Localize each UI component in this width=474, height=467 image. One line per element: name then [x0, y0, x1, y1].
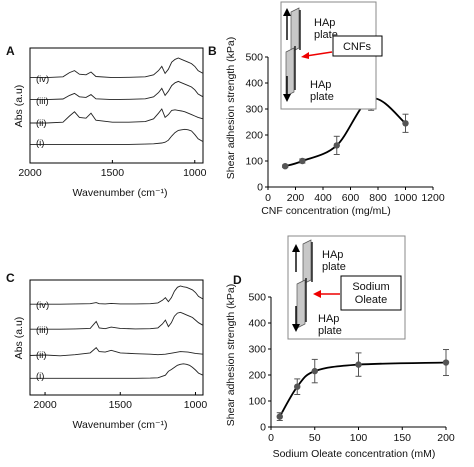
- fit-curve: [279, 361, 447, 418]
- inset-b-callout-label: CNFs: [343, 41, 372, 53]
- trace-label: (iii): [36, 325, 49, 336]
- trace-label: (iv): [36, 74, 49, 85]
- y-tick-label: 200: [248, 370, 266, 382]
- x-tick-label: 50: [309, 432, 321, 444]
- x-tick-label: 1500: [109, 399, 133, 411]
- x-tick-label: 150: [393, 432, 411, 444]
- inset-d-top-plate-label: HAp plate: [322, 249, 346, 273]
- inset-b-top-plate-label: HAp plate: [314, 17, 338, 41]
- inset-b-callout-box: [332, 35, 383, 57]
- inset-d-top-plate: [302, 239, 312, 285]
- panel-a-traces: [30, 57, 204, 145]
- spectrum-trace: [30, 80, 204, 101]
- trace-label: (i): [36, 371, 44, 382]
- panel-b-xlabel: CNF concentration (mg/mL): [261, 205, 391, 217]
- y-tick-label: 500: [245, 52, 263, 64]
- spectrum-trace: [29, 347, 204, 357]
- panel-a-xlabel: Wavenumber (cm⁻¹): [73, 187, 168, 199]
- panel-c-xlabel: Wavenumber (cm⁻¹): [73, 419, 168, 431]
- panel-d-xlabel: Sodium Oleate concentration (mM): [273, 448, 436, 460]
- y-tick-label: 100: [248, 396, 266, 408]
- panel-b-ylabel: Shear adhesion strength (kPa): [225, 37, 237, 179]
- spectrum-trace: [30, 128, 204, 145]
- inset-b-bottom-plate: [285, 47, 295, 97]
- trace-label: (ii): [36, 350, 47, 361]
- inset-d-bottom-plate-label: HAp plate: [318, 313, 342, 337]
- y-tick-label: 100: [245, 156, 263, 168]
- y-tick-label: 0: [260, 422, 266, 434]
- panel-b: B 0 200 400 600 800 1000 12000100200300400500 …: [208, 1, 445, 217]
- x-tick-label: 1000: [394, 192, 418, 204]
- panel-c-letter: C: [6, 271, 15, 285]
- data-point: [281, 163, 289, 170]
- x-tick-label: 200: [437, 432, 455, 444]
- panel-d: D 0 50 100 150 200 0 100 200 300 400 500 Sodium Ol…: [225, 235, 455, 460]
- y-tick-label: 500: [248, 292, 266, 304]
- x-tick-label: 200: [287, 192, 305, 204]
- inset-d-bottom-plate: [296, 279, 306, 329]
- spectrum-trace: [30, 57, 204, 79]
- spectrum-trace: [30, 108, 204, 124]
- data-point: [355, 361, 362, 368]
- y-tick-label: 400: [248, 318, 266, 330]
- x-tick-label: 2000: [33, 399, 57, 411]
- red-arrow-icon: [313, 290, 321, 298]
- panel-d-inset: HAp plate HAp plate Sodium Oleate: [287, 235, 406, 340]
- down-arrow-icon: [283, 94, 291, 102]
- trace-label: (i): [36, 138, 44, 149]
- x-tick-label: 100: [350, 432, 368, 444]
- y-tick-label: 300: [245, 104, 263, 116]
- panel-c-frame: [29, 279, 204, 396]
- inset-b-top-plate: [290, 7, 300, 53]
- panel-a-ylabel: Abs (a.u): [13, 85, 25, 128]
- x-tick-label: 0: [268, 432, 274, 444]
- panel-d-ylabel: Shear adhesion strength (kPa): [225, 284, 237, 426]
- x-tick-label: 400: [314, 192, 332, 204]
- up-arrow-icon: [283, 8, 291, 16]
- data-point: [299, 157, 306, 165]
- x-tick-label: 1500: [101, 167, 125, 179]
- x-tick-label: 2000: [18, 167, 42, 179]
- panel-a: A (iv) (iii) (ii) (i) 2000 1500 1000 Wavenumb…: [6, 44, 207, 199]
- data-point: [311, 367, 318, 375]
- down-arrow-icon: [292, 324, 300, 332]
- panel-c-traces: [29, 285, 204, 379]
- panel-d-letter: D: [233, 273, 242, 287]
- panel-a-frame: [29, 47, 204, 164]
- trace-label: (iv): [36, 300, 49, 311]
- red-arrow-icon: [301, 52, 309, 59]
- up-arrow-icon: [292, 244, 300, 252]
- x-tick-label: 800: [369, 192, 387, 204]
- y-tick-label: 300: [248, 344, 266, 356]
- y-tick-label: 0: [257, 182, 263, 194]
- spectrum-trace: [30, 311, 204, 330]
- inset-b-red-arrow: [305, 51, 333, 57]
- panel-b-letter: B: [208, 44, 217, 58]
- y-tick-label: 200: [245, 130, 263, 142]
- x-tick-label: 1000: [184, 399, 208, 411]
- spectrum-trace: [30, 363, 204, 379]
- data-point: [333, 142, 340, 149]
- data-point: [294, 383, 301, 390]
- data-point: [402, 120, 409, 127]
- panel-c: C (iv) (iii) (ii) (i) 2000 1500 1000 Wavenumb…: [6, 271, 207, 431]
- x-tick-label: 0: [265, 192, 271, 204]
- panel-c-ylabel: Abs (a.u): [13, 317, 25, 360]
- trace-label: (ii): [36, 118, 47, 129]
- panel-a-letter: A: [6, 44, 15, 58]
- trace-label: (iii): [36, 96, 49, 107]
- inset-d-callout-box: [340, 275, 402, 311]
- data-point: [442, 359, 450, 366]
- x-tick-label: 600: [342, 192, 360, 204]
- inset-d-callout-label: Sodium Oleate: [352, 281, 389, 306]
- x-tick-label: 1200: [421, 192, 445, 204]
- x-tick-label: 1000: [183, 167, 207, 179]
- panel-b-inset: HAp plate HAp plate CNFs: [280, 1, 383, 110]
- inset-b-bottom-plate-label: HAp plate: [310, 79, 334, 103]
- data-point: [276, 413, 283, 420]
- y-tick-label: 400: [245, 78, 263, 90]
- spectrum-trace: [30, 285, 204, 305]
